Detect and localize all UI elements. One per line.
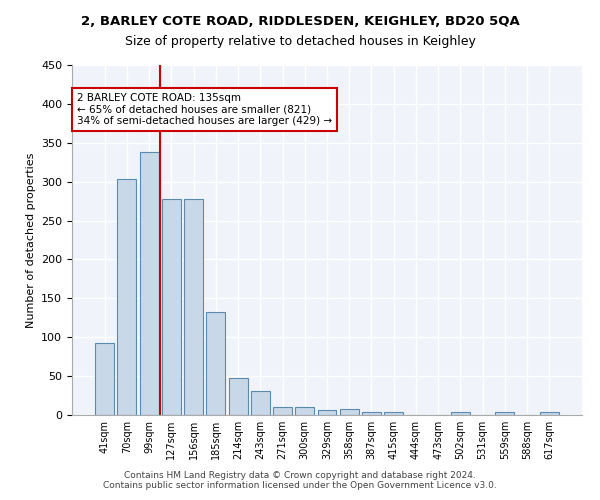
Bar — [451, 412, 470, 415]
Bar — [95, 342, 114, 415]
Bar — [362, 412, 381, 415]
Bar — [317, 410, 337, 415]
Bar — [118, 180, 136, 415]
Bar — [162, 199, 181, 415]
Text: Contains HM Land Registry data © Crown copyright and database right 2024.
Contai: Contains HM Land Registry data © Crown c… — [103, 470, 497, 490]
Bar — [140, 152, 158, 415]
Bar — [384, 412, 403, 415]
Text: 2 BARLEY COTE ROAD: 135sqm
← 65% of detached houses are smaller (821)
34% of sem: 2 BARLEY COTE ROAD: 135sqm ← 65% of deta… — [77, 93, 332, 126]
Bar — [206, 312, 225, 415]
Y-axis label: Number of detached properties: Number of detached properties — [26, 152, 35, 328]
Bar — [540, 412, 559, 415]
Bar — [340, 409, 359, 415]
Bar — [251, 391, 270, 415]
Bar — [496, 412, 514, 415]
Bar — [184, 199, 203, 415]
Bar — [295, 407, 314, 415]
Text: Size of property relative to detached houses in Keighley: Size of property relative to detached ho… — [125, 35, 475, 48]
Text: 2, BARLEY COTE ROAD, RIDDLESDEN, KEIGHLEY, BD20 5QA: 2, BARLEY COTE ROAD, RIDDLESDEN, KEIGHLE… — [80, 15, 520, 28]
Bar — [229, 378, 248, 415]
Bar — [273, 407, 292, 415]
